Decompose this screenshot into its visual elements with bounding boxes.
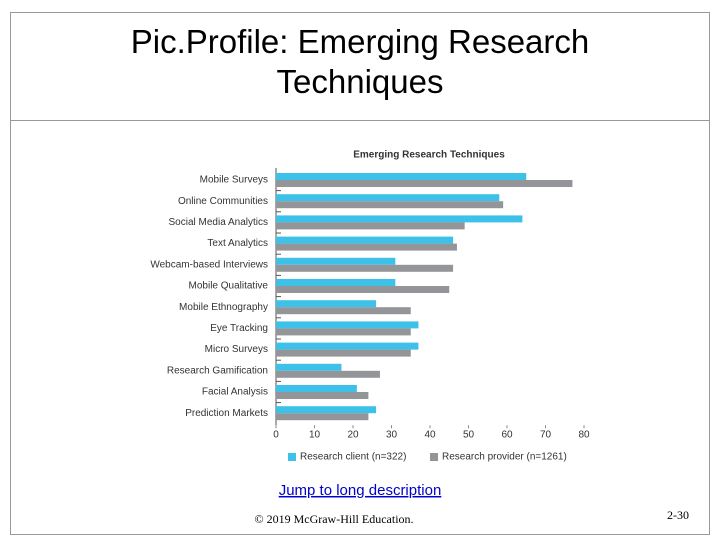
x-tick-label: 40 (424, 430, 436, 441)
legend-swatch (430, 453, 438, 461)
bar (276, 264, 454, 272)
x-tick-label: 60 (501, 430, 513, 441)
y-tick-label: Webcam-based Interviews (150, 259, 268, 270)
bar (276, 194, 500, 202)
x-tick-label: 70 (540, 430, 552, 441)
y-tick-label: Mobile Surveys (200, 175, 268, 186)
chart-title: Emerging Research Techniques (353, 150, 505, 161)
bar (276, 257, 396, 265)
y-tick-label: Prediction Markets (185, 408, 268, 419)
long-description-link[interactable]: Jump to long description (279, 482, 442, 499)
y-tick-label: Social Media Analytics (169, 217, 269, 228)
x-tick-label: 10 (309, 430, 321, 441)
y-tick-label: Mobile Ethnography (179, 302, 268, 313)
x-tick-label: 20 (347, 430, 359, 441)
slide-title: Pic.Profile: Emerging Research Technique… (130, 23, 590, 100)
bar (276, 328, 411, 336)
legend-swatch (288, 453, 296, 461)
y-tick-label: Facial Analysis (202, 387, 268, 398)
bar (276, 321, 419, 329)
bar (276, 406, 377, 414)
copyright: © 2019 McGraw-Hill Education. (254, 512, 413, 526)
bar (276, 286, 450, 293)
y-tick-label: Research Gamification (167, 365, 268, 376)
bar (276, 300, 377, 308)
bar (276, 173, 527, 180)
bar (276, 215, 523, 223)
x-tick-label: 0 (273, 430, 279, 441)
legend-label: Research provider (n=1261) (442, 452, 567, 463)
x-tick-label: 80 (578, 430, 590, 441)
y-tick-label: Micro Surveys (205, 344, 268, 355)
y-tick-label: Online Communities (178, 196, 268, 207)
bar (276, 349, 411, 357)
bar (276, 413, 369, 421)
bar (276, 370, 380, 378)
bar (276, 201, 504, 209)
bar (276, 392, 369, 399)
bar (276, 180, 573, 187)
y-tick-label: Eye Tracking (210, 323, 268, 334)
page-number: 2-30 (667, 508, 689, 522)
legend-label: Research client (n=322) (300, 452, 406, 463)
title-box: Pic.Profile: Emerging Research Technique… (130, 23, 590, 100)
bar (276, 363, 342, 371)
x-tick-label: 50 (463, 430, 475, 441)
bar (276, 307, 411, 315)
bar (276, 385, 357, 392)
slide-border (10, 12, 710, 535)
bar (276, 342, 419, 350)
x-tick-label: 30 (386, 430, 398, 441)
y-tick-label: Mobile Qualitative (189, 281, 269, 292)
y-tick-label: Text Analytics (207, 238, 268, 249)
bar (276, 222, 465, 230)
bar (276, 243, 457, 251)
bar (276, 236, 454, 244)
bar (276, 279, 396, 286)
